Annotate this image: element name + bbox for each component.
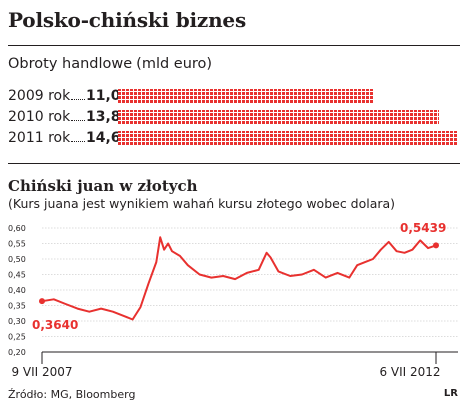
bar-value: 11,0 [86, 88, 121, 104]
y-tick-label: 0,55 [8, 240, 26, 249]
y-tick-label: 0,25 [8, 333, 26, 342]
line-chart-title: Chiński juan w złotych [8, 177, 198, 195]
start-value-label: 0,3640 [32, 318, 78, 332]
y-tick-label: 0,35 [8, 302, 26, 311]
y-tick-label: 0,30 [8, 317, 26, 326]
publisher-logo: LR [443, 388, 458, 399]
yuan-line-chart: 0,20 0,25 0,30 0,35 0,40 0,45 0,50 0,55 0,60 9 V… [8, 221, 458, 379]
y-tick-label: 0,60 [8, 224, 26, 233]
end-point [433, 242, 439, 249]
yuan-series-line [41, 236, 437, 321]
bar-label: 2009 rok [8, 88, 71, 104]
chart-grid [42, 227, 458, 337]
end-value-label: 0,5439 [400, 221, 446, 235]
source-note: Źródło: MG, Bloomberg [8, 388, 136, 401]
leader-dots [71, 120, 85, 121]
bar-2009 [118, 89, 374, 103]
bar-2011 [118, 131, 458, 145]
y-tick-label: 0,20 [8, 348, 26, 357]
y-tick-label: 0,45 [8, 271, 26, 280]
bar-row-2010: 2010 rok 13,8 [8, 107, 460, 127]
x-tick-label-start: 9 VII 2007 [11, 365, 72, 379]
y-tick-label: 0,50 [8, 255, 26, 264]
x-tick-label-end: 6 VII 2012 [379, 365, 440, 379]
bar-label: 2010 rok [8, 109, 71, 125]
line-chart-subtitle: (Kurs juana jest wynikiem wahań kursu zł… [8, 196, 396, 211]
page-title: Polsko-chiński biznes [8, 8, 246, 32]
title-rule [8, 45, 460, 46]
bar-row-2011: 2011 rok 14,6 [8, 128, 460, 148]
leader-dots [71, 141, 85, 142]
trade-unit: (mld euro) [136, 56, 213, 72]
bar-value: 13,8 [86, 109, 121, 125]
bar-value: 14,6 [86, 130, 121, 146]
section-rule [8, 163, 460, 164]
leader-dots [71, 99, 85, 100]
trade-heading-text: Obroty handlowe [8, 56, 133, 72]
bar-row-2009: 2009 rok 11,0 [8, 86, 460, 106]
y-axis-ticks: 0,20 0,25 0,30 0,35 0,40 0,45 0,50 0,55 0,60 [8, 224, 26, 357]
y-tick-label: 0,40 [8, 286, 26, 295]
trade-heading: Obroty handlowe (mld euro) [8, 56, 212, 72]
bar-label: 2011 rok [8, 130, 71, 146]
start-point [39, 298, 45, 305]
bar-2010 [118, 110, 439, 124]
